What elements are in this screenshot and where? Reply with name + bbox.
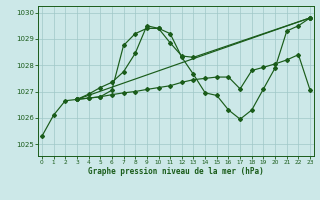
X-axis label: Graphe pression niveau de la mer (hPa): Graphe pression niveau de la mer (hPa) <box>88 167 264 176</box>
